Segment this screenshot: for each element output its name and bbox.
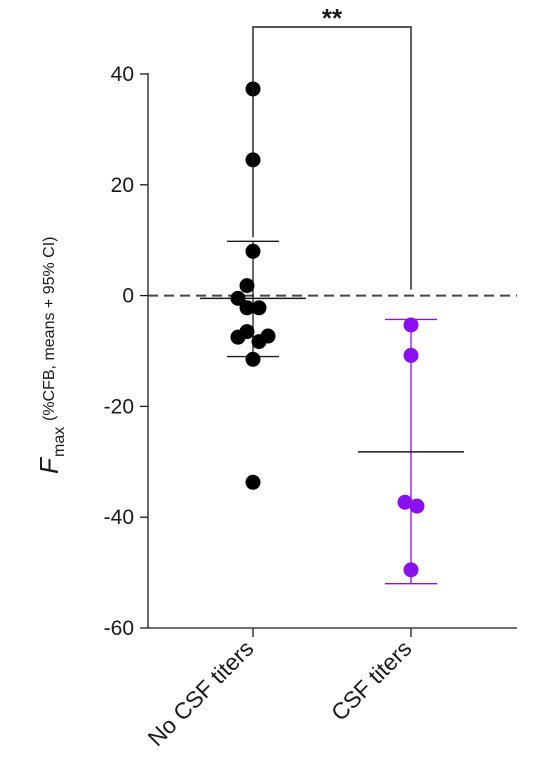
y-ticks: 40 20 0 -20 -40 -60 <box>104 63 148 640</box>
data-point <box>230 290 246 306</box>
data-point <box>403 562 419 578</box>
category-label: CSF titers <box>326 635 417 726</box>
data-point <box>230 329 246 345</box>
y-tick-label: -20 <box>104 395 134 418</box>
significance-bracket: ** <box>252 3 412 290</box>
y-tick-label: 0 <box>122 285 134 308</box>
y-axis-label-detail: (%CFB, means + 95% CI) <box>41 237 58 422</box>
significance-label: ** <box>322 3 343 33</box>
y-tick-label: 20 <box>111 174 134 197</box>
data-point <box>239 278 255 294</box>
data-point <box>251 300 267 316</box>
error-bars <box>200 240 464 585</box>
data-point <box>239 300 255 316</box>
y-tick-label: 40 <box>111 63 134 86</box>
data-point <box>403 317 419 333</box>
data-points <box>230 81 425 578</box>
y-axis-label: F max (%CFB, means + 95% CI) <box>34 237 68 475</box>
category-labels: No CSF titers CSF titers <box>143 635 417 751</box>
category-label: No CSF titers <box>143 635 259 751</box>
y-tick-label: -60 <box>104 617 134 640</box>
data-point <box>251 334 267 350</box>
data-point <box>409 498 425 514</box>
data-point <box>397 494 413 510</box>
y-axis-label-subscript: max <box>51 427 68 457</box>
data-point <box>403 347 419 363</box>
y-tick-label: -40 <box>104 506 134 529</box>
y-axis-label-main: F <box>34 456 64 474</box>
data-point <box>245 243 261 259</box>
bracket-line <box>252 26 412 290</box>
data-point <box>245 474 261 490</box>
data-point <box>245 351 261 367</box>
axes <box>147 73 517 637</box>
